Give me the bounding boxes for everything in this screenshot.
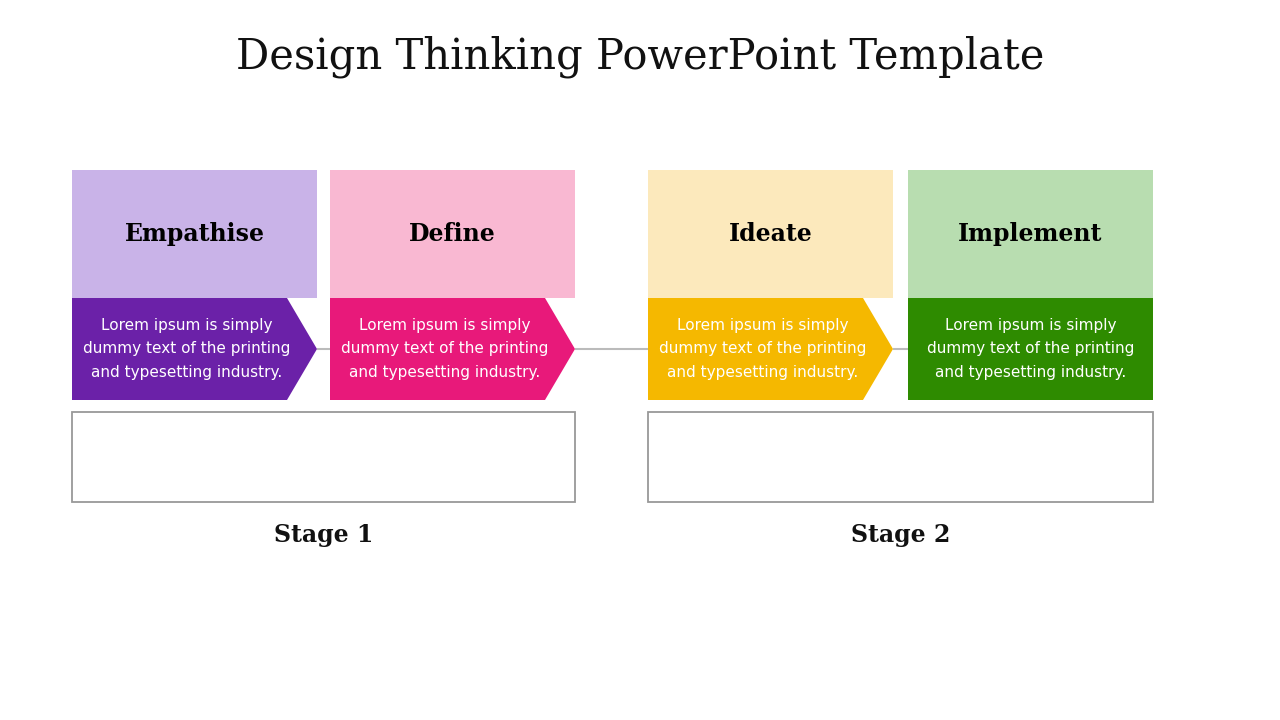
Text: Stage 2: Stage 2 [851, 523, 950, 547]
Polygon shape [908, 298, 1153, 400]
Polygon shape [330, 298, 575, 400]
Polygon shape [330, 170, 575, 298]
Polygon shape [648, 298, 893, 400]
Text: Empathise: Empathise [124, 222, 265, 246]
Text: Lorem ipsum is simply
dummy text of the printing
and typesetting industry.: Lorem ipsum is simply dummy text of the … [927, 318, 1134, 380]
Polygon shape [72, 170, 317, 298]
Text: Lorem ipsum is simply
dummy text of the printing
and typesetting industry.: Lorem ipsum is simply dummy text of the … [659, 318, 867, 380]
Text: Design Thinking PowerPoint Template: Design Thinking PowerPoint Template [236, 36, 1044, 78]
Text: Ideate: Ideate [728, 222, 813, 246]
Text: Implement: Implement [959, 222, 1102, 246]
Text: Lorem ipsum is simply
dummy text of the printing
and typesetting industry.: Lorem ipsum is simply dummy text of the … [342, 318, 549, 380]
Text: Lorem ipsum is simply
dummy text of the printing
and typesetting industry.: Lorem ipsum is simply dummy text of the … [83, 318, 291, 380]
Polygon shape [648, 170, 893, 298]
Polygon shape [72, 298, 317, 400]
Text: Stage 1: Stage 1 [274, 523, 374, 547]
Text: Define: Define [410, 222, 495, 246]
Polygon shape [908, 170, 1153, 298]
